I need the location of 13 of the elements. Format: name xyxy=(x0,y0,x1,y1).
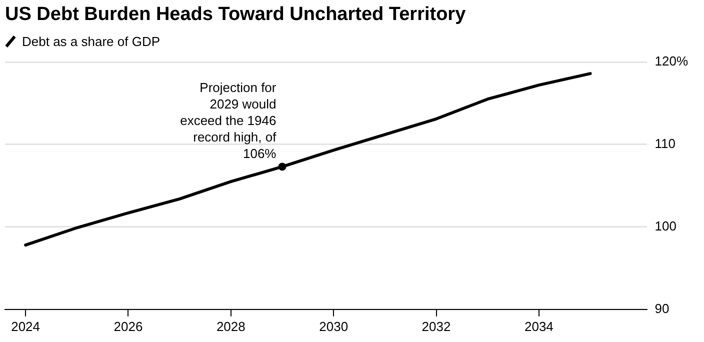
y-tick-label: 100 xyxy=(654,218,676,234)
y-tick-label: 90 xyxy=(654,300,670,316)
x-tick-label: 2030 xyxy=(319,318,348,334)
chart-title: US Debt Burden Heads Toward Uncharted Territory xyxy=(5,4,466,26)
y-tick-label: 120% xyxy=(654,54,688,69)
legend-label: Debt as a share of GDP xyxy=(22,34,160,49)
annotation: Projection for 2029 would exceed the 1946 record high, of 106% xyxy=(180,80,277,161)
x-tick-label: 2034 xyxy=(524,318,554,334)
x-tick-label: 2028 xyxy=(216,318,246,334)
x-tick-label: 2026 xyxy=(114,318,143,334)
x-tick-label: 2032 xyxy=(422,318,451,334)
x-tick-label: 2024 xyxy=(11,318,40,334)
y-tick-label: 110 xyxy=(654,136,676,152)
